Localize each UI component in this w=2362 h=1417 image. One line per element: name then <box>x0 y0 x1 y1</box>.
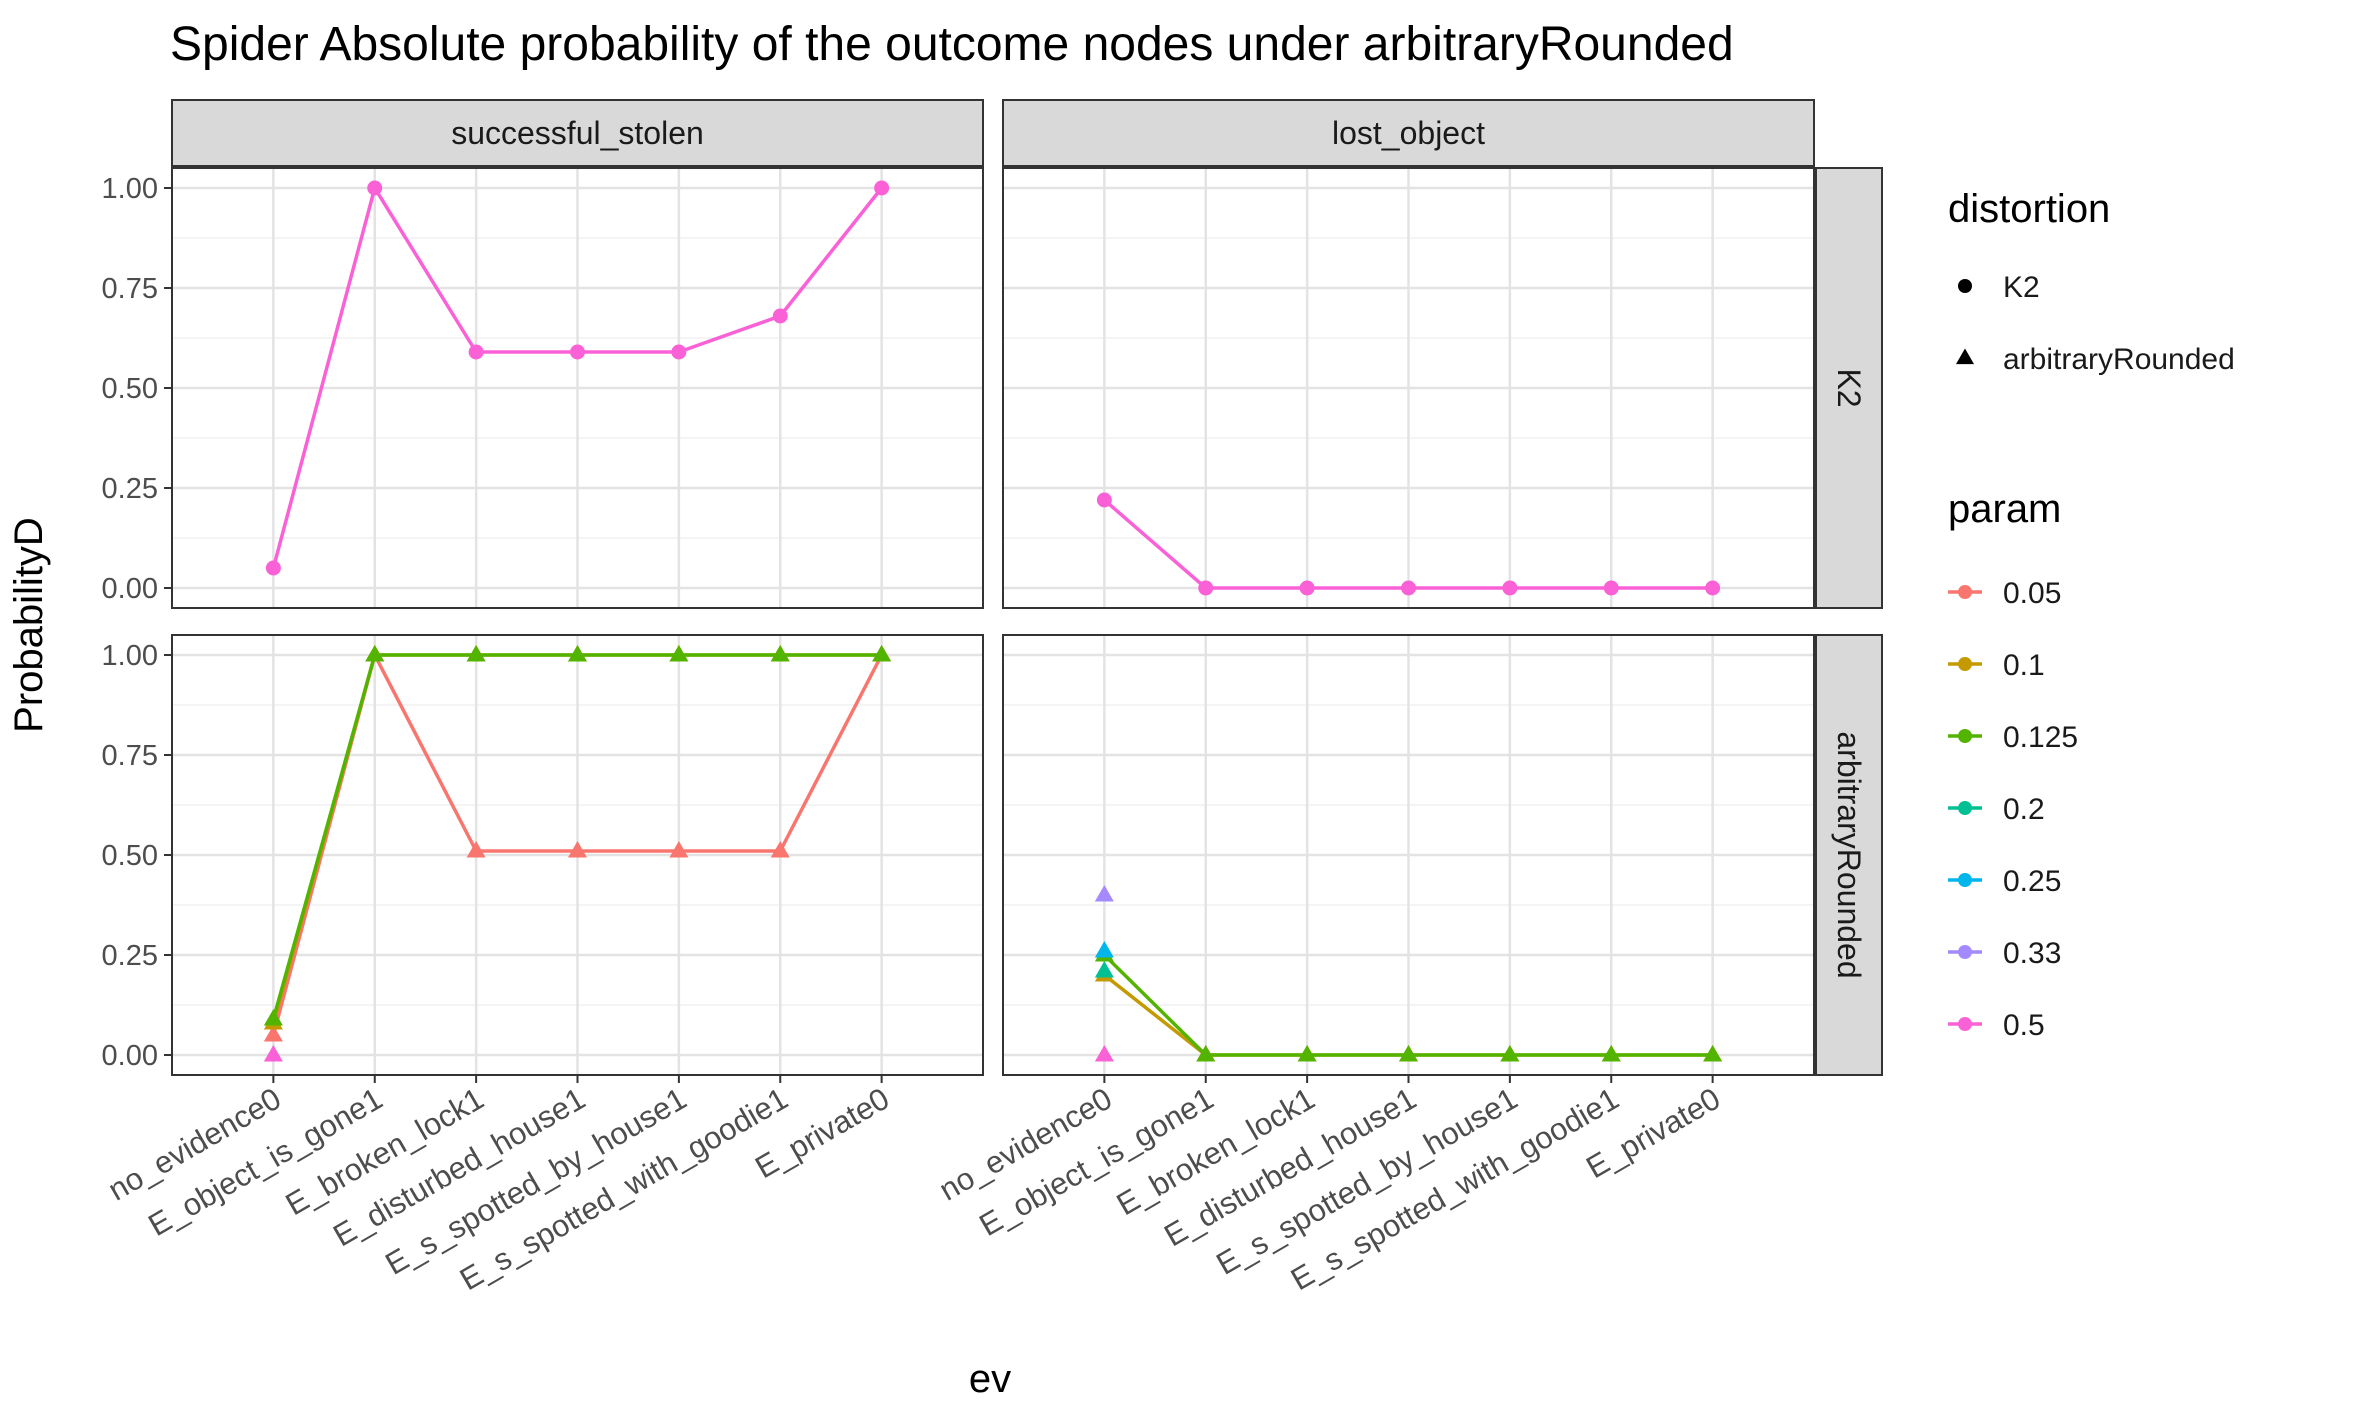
panel-successful_stolen-K2: 0.00 0.25 0.50 0.75 1.00 <box>102 167 984 609</box>
panel-border <box>1002 167 1815 609</box>
legend-key-point <box>1958 1017 1972 1031</box>
data-point-0.5 <box>570 344 585 360</box>
legend-param-label: 0.5 <box>2003 1009 2045 1042</box>
legend-distortion-title: distortion <box>1948 187 2110 231</box>
y-tick-label: 1.00 <box>102 173 158 205</box>
data-point-0.5 <box>874 180 890 196</box>
x-axis-title: ev <box>969 1357 1011 1401</box>
legend-param-title: param <box>1948 487 2061 531</box>
data-point-0.5 <box>468 344 484 360</box>
series-group <box>1094 885 1723 1062</box>
y-tick-label: 0.50 <box>102 373 158 405</box>
legend-key-point <box>1958 945 1972 959</box>
y-axis-title: ProbabilityD <box>7 517 51 733</box>
data-point-0.125 <box>466 645 486 662</box>
data-point-0.5 <box>1094 1045 1114 1062</box>
data-point-0.125 <box>1703 1045 1723 1062</box>
row-strip-arbitraryRounded: arbitraryRounded <box>1815 634 1883 1076</box>
y-tick-label: 0.00 <box>102 573 158 605</box>
data-point-0.5 <box>263 1045 283 1062</box>
row-strip-label: K2 <box>1831 368 1867 407</box>
data-point-0.125 <box>365 645 385 662</box>
y-tick-label: 0.25 <box>102 473 158 505</box>
data-point-0.5 <box>1299 580 1315 596</box>
data-point-0.5 <box>1198 580 1214 596</box>
y-tick-label: 1.00 <box>102 640 158 672</box>
legend-distortion-label: arbitraryRounded <box>2003 343 2235 376</box>
data-point-0.5 <box>1705 580 1721 596</box>
data-point-0.125 <box>1196 1045 1216 1062</box>
data-point-0.125 <box>1500 1045 1520 1062</box>
column-strip-lost_object: lost_object <box>1002 99 1815 167</box>
data-point-0.125 <box>1297 1045 1317 1062</box>
panel-lost_object-K2 <box>1002 167 1815 609</box>
panel-lost_object-arbitraryRounded: no_evidence0E_object_is_gone1E_broken_lo… <box>933 634 1815 1297</box>
legend-param-label: 0.33 <box>2003 937 2061 970</box>
data-point-0.125 <box>1399 1045 1418 1062</box>
data-point-0.05 <box>770 841 790 858</box>
legend-key-point <box>1958 657 1972 671</box>
panel-successful_stolen-arbitraryRounded: 0.000.250.500.751.00no_evidence0E_object… <box>102 634 984 1297</box>
legend: distortion K2 arbitraryRounded param 0.05 0.1… <box>1948 187 2235 1042</box>
data-point-0.05 <box>669 841 689 858</box>
series-group <box>263 645 892 1062</box>
data-point-0.5 <box>367 180 383 196</box>
legend-param-label: 0.2 <box>2003 793 2045 826</box>
legend-param-label: 0.1 <box>2003 649 2045 682</box>
data-point-0.5 <box>265 560 281 576</box>
column-strip-label: successful_stolen <box>451 115 704 151</box>
column-strip-successful_stolen: successful_stolen <box>171 99 984 167</box>
panels-layer: successful_stolen lost_object K2 arbitraryR… <box>102 99 1883 1297</box>
data-point-0.5 <box>772 308 788 324</box>
legend-param: param 0.05 0.1 0.125 0.2 0.25 0.33 0.5 <box>1948 487 2078 1042</box>
data-point-0.125 <box>770 645 790 662</box>
legend-key-circle <box>1958 279 1972 293</box>
y-tick-label: 0.00 <box>102 1040 158 1072</box>
row-strip-label: arbitraryRounded <box>1831 731 1867 978</box>
data-point-0.125 <box>568 645 587 662</box>
legend-key-point <box>1958 585 1972 599</box>
data-point-0.125 <box>669 645 689 662</box>
y-tick-label: 0.25 <box>102 940 158 972</box>
chart-title: Spider Absolute probability of the outco… <box>170 18 1734 71</box>
legend-param-label: 0.05 <box>2003 577 2061 610</box>
row-strip-background <box>1815 167 1883 609</box>
data-point-0.5 <box>1401 580 1416 596</box>
data-point-0.125 <box>263 1009 283 1026</box>
data-point-0.5 <box>1096 492 1112 508</box>
legend-distortion-label: K2 <box>2003 271 2040 304</box>
data-point-0.125 <box>872 645 892 662</box>
row-strip-background <box>1815 634 1883 1076</box>
data-point-0.05 <box>568 841 587 858</box>
legend-key-triangle <box>1955 348 1975 365</box>
data-point-0.5 <box>671 344 687 360</box>
y-tick-label: 0.75 <box>102 273 158 305</box>
data-point-0.05 <box>466 841 486 858</box>
row-strip-K2: K2 <box>1815 167 1883 609</box>
series-group <box>1096 492 1721 596</box>
legend-distortion: distortion K2 arbitraryRounded <box>1948 187 2235 376</box>
data-point-0.05 <box>263 1025 283 1042</box>
data-point-0.2 <box>1094 961 1114 978</box>
column-strip-background <box>171 99 984 167</box>
legend-param-label: 0.25 <box>2003 865 2061 898</box>
data-point-0.25 <box>1094 941 1114 958</box>
legend-key-point <box>1958 729 1972 743</box>
legend-key-point <box>1958 873 1972 887</box>
data-point-0.33 <box>1094 885 1114 902</box>
data-point-0.125 <box>1601 1045 1621 1062</box>
y-tick-label: 0.75 <box>102 740 158 772</box>
legend-key-point <box>1958 801 1972 815</box>
legend-param-label: 0.125 <box>2003 721 2078 754</box>
y-tick-label: 0.50 <box>102 840 158 872</box>
data-point-0.5 <box>1502 580 1518 596</box>
series-group <box>265 180 890 576</box>
column-strip-background <box>1002 99 1815 167</box>
data-point-0.5 <box>1603 580 1619 596</box>
column-strip-label: lost_object <box>1332 115 1485 151</box>
